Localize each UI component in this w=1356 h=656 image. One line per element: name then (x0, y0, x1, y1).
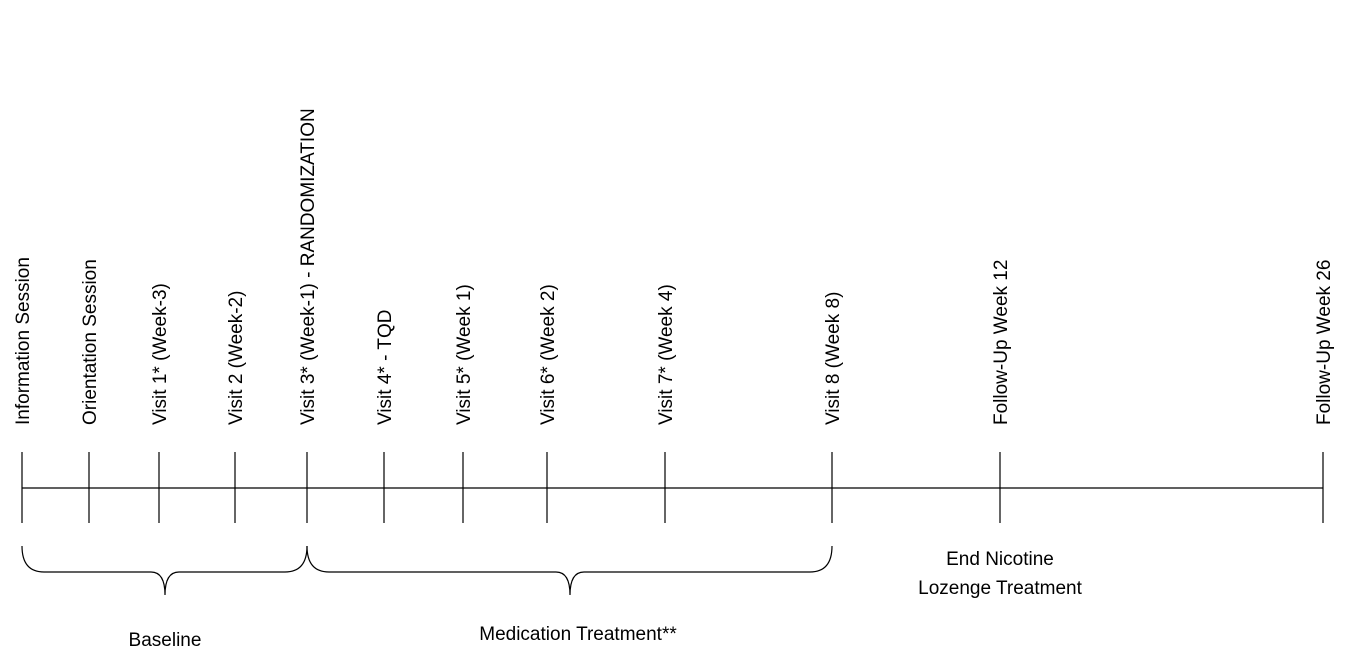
event-label: Visit 1* (Week-3) (150, 283, 171, 425)
event-label: Information Session (13, 257, 34, 425)
event-label: Orientation Session (80, 259, 101, 425)
event-label: Visit 2 (Week-2) (226, 291, 247, 425)
event-label: Visit 5* (Week 1) (454, 284, 475, 425)
event-label: Follow-Up Week 12 (991, 260, 1012, 425)
event-label: Visit 8 (Week 8) (823, 292, 844, 425)
phase-label: Baseline (129, 630, 202, 651)
phase-label: Medication Treatment** (479, 624, 677, 645)
phase-brace (21, 545, 308, 596)
phase-brace (306, 545, 833, 596)
event-label: Follow-Up Week 26 (1314, 260, 1335, 425)
event-label: Visit 7* (Week 4) (656, 284, 677, 425)
event-label: Visit 4* - TQD (375, 310, 396, 425)
event-label: Visit 3* (Week-1) - RANDOMIZATION (298, 108, 319, 425)
annotation-line: Lozenge Treatment (918, 578, 1082, 599)
event-label: Visit 6* (Week 2) (538, 284, 559, 425)
annotation-line: End Nicotine (946, 549, 1054, 570)
